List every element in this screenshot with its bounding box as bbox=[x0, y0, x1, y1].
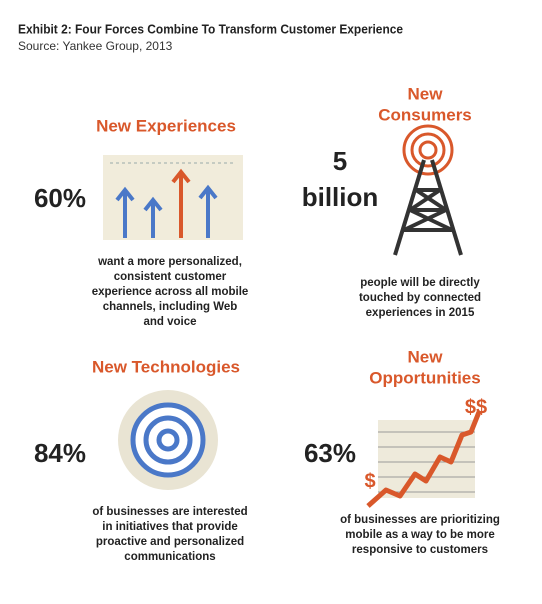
source: Source: Yankee Group, 2013 bbox=[18, 39, 173, 53]
panel-heading: Opportunities bbox=[369, 368, 480, 387]
panel-description: experiences in 2015 bbox=[366, 307, 475, 319]
panel-heading: New bbox=[408, 84, 444, 103]
panel-description: of businesses are prioritizing bbox=[340, 514, 500, 526]
panel-description: want a more personalized, bbox=[97, 256, 242, 268]
tower-icon bbox=[393, 124, 463, 256]
panel-description: in initiatives that provide bbox=[102, 521, 237, 533]
growth-icon bbox=[366, 411, 482, 508]
panel-description: channels, including Web bbox=[103, 301, 238, 313]
panel-heading: New Experiences bbox=[96, 116, 236, 135]
panel-stat: 5 bbox=[333, 146, 347, 176]
panel-description: touched by connected bbox=[359, 292, 481, 304]
icon-label: $ bbox=[364, 470, 375, 492]
target-icon bbox=[118, 390, 218, 490]
panel-description: experience across all mobile bbox=[92, 286, 249, 298]
panel-stat: billion bbox=[302, 182, 379, 212]
panel-description: communications bbox=[124, 551, 215, 563]
panel-heading: Consumers bbox=[378, 105, 472, 124]
panel-stat: 84% bbox=[34, 438, 86, 468]
panel-heading: New bbox=[408, 347, 444, 366]
panel-description: mobile as a way to be more bbox=[345, 529, 495, 541]
panel-description: people will be directly bbox=[360, 277, 480, 289]
panel-stat: 60% bbox=[34, 183, 86, 213]
icon-label: $$ bbox=[465, 396, 487, 418]
panel-description: and voice bbox=[143, 316, 196, 328]
panel-heading: New Technologies bbox=[92, 357, 240, 376]
arrows-icon bbox=[103, 155, 243, 240]
panel-description: proactive and personalized bbox=[96, 536, 244, 548]
panel-stat: 63% bbox=[304, 438, 356, 468]
panel-description: responsive to customers bbox=[352, 544, 488, 556]
title: Exhibit 2: Four Forces Combine To Transf… bbox=[18, 21, 403, 36]
panel-description: consistent customer bbox=[114, 271, 227, 283]
panel-description: of businesses are interested bbox=[92, 506, 247, 518]
